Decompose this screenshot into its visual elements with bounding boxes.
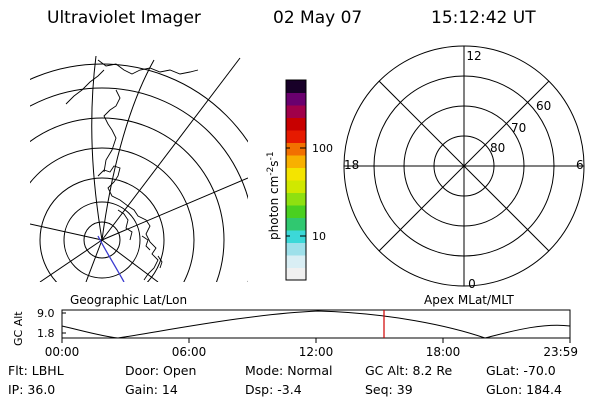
instrument-title: Ultraviolet Imager — [47, 8, 201, 28]
time-tick-2359: 23:59 — [543, 345, 578, 359]
ground-track — [97, 235, 125, 282]
color-scale-segment — [286, 192, 306, 206]
mlt-label-12: 12 — [466, 49, 481, 63]
time-tick-0000: 00:00 — [45, 345, 80, 359]
coastline — [117, 209, 133, 241]
mode-info: Mode: Normal — [245, 363, 333, 378]
geo-lat-ring — [30, 63, 248, 143]
color-tick-100: 100 — [312, 142, 333, 155]
color-tick-10: 10 — [312, 230, 326, 243]
time-tick-1800: 18:00 — [426, 345, 461, 359]
color-scale-segment — [286, 205, 306, 218]
coastline — [157, 255, 163, 269]
timeline-frame — [61, 309, 571, 339]
geo-meridian — [101, 239, 159, 282]
color-scale-segment — [286, 80, 306, 93]
mlat-label-60: 60 — [536, 99, 551, 113]
geographic-caption: Geographic Lat/Lon — [70, 293, 188, 307]
altitude-curve — [61, 310, 571, 339]
color-scale-bar — [285, 79, 307, 281]
glon-info: GLon: 184.4 — [486, 382, 562, 397]
color-scale-segment — [286, 130, 306, 143]
color-scale-segment — [286, 92, 306, 106]
color-scale-segment — [286, 267, 306, 281]
seq-info: Seq: 39 — [365, 382, 413, 397]
date-label: 02 May 07 — [273, 8, 363, 28]
geo-meridian — [101, 59, 155, 241]
geo-lat-ring — [30, 117, 225, 282]
polar-diagonal — [378, 80, 550, 252]
color-scale-segment — [286, 230, 306, 243]
geo-lat-ring — [63, 201, 141, 279]
color-scale-segment — [286, 242, 306, 256]
time-tick-1200: 12:00 — [299, 345, 334, 359]
geo-meridian — [101, 57, 241, 241]
time-label: 15:12:42 UT — [431, 8, 536, 28]
gc-alt-axis-label: GC Alt — [12, 311, 25, 346]
color-scale-segment — [286, 117, 306, 131]
mlt-label-18: 18 — [344, 158, 359, 172]
geo-lat-ring — [30, 87, 248, 282]
color-scale-segment — [286, 255, 306, 268]
gc-alt-info: GC Alt: 8.2 Re — [365, 363, 453, 378]
color-scale-segment — [286, 105, 306, 118]
glat-info: GLat: -70.0 — [486, 363, 556, 378]
door-info: Door: Open — [125, 363, 197, 378]
color-scale-ticks: 100 10 — [286, 142, 333, 243]
gain-info: Gain: 14 — [125, 382, 178, 397]
color-scale-segment — [286, 180, 306, 193]
color-scale-unit: photon cm-2s-1 — [266, 151, 281, 240]
coastline — [97, 165, 159, 281]
geo-lat-ring — [83, 221, 121, 259]
mlat-label-70: 70 — [511, 121, 526, 135]
color-scale-segment — [286, 155, 306, 168]
polar-labels: 12 18 6 0 60 70 80 — [344, 49, 584, 291]
geo-meridian — [30, 223, 103, 241]
geo-meridian — [39, 239, 103, 282]
coastline — [65, 69, 105, 105]
orbit-timeline: 9.0 1.8 GC Alt 00:00 06:00 12:00 18:00 2… — [12, 307, 578, 359]
mlat-label-80: 80 — [490, 141, 505, 155]
geo-meridian — [101, 177, 248, 241]
color-scale-segment — [286, 217, 306, 231]
mlt-label-0: 0 — [468, 277, 476, 291]
dsp-info: Dsp: -3.4 — [245, 382, 302, 397]
geo-meridian — [85, 239, 103, 282]
time-tick-0600: 06:00 — [172, 345, 207, 359]
mlt-label-6: 6 — [576, 158, 584, 172]
geographic-map — [30, 55, 248, 282]
polar-mlat-mlt-plot — [343, 45, 585, 287]
geo-lat-ring — [39, 177, 165, 282]
alt-tick-9: 9.0 — [37, 307, 55, 320]
geo-lat-ring — [30, 147, 195, 282]
ip-info: IP: 36.0 — [8, 382, 56, 397]
color-scale-frame — [285, 79, 307, 281]
apex-caption: Apex MLat/MLT — [424, 293, 514, 307]
coastline — [97, 59, 199, 75]
filter-info: Flt: LBHL — [8, 363, 64, 378]
color-scale-segment — [286, 142, 306, 156]
coastline — [103, 89, 121, 173]
alt-tick-1-8: 1.8 — [37, 327, 55, 340]
coastline — [141, 235, 151, 251]
color-scale-segment — [286, 167, 306, 181]
